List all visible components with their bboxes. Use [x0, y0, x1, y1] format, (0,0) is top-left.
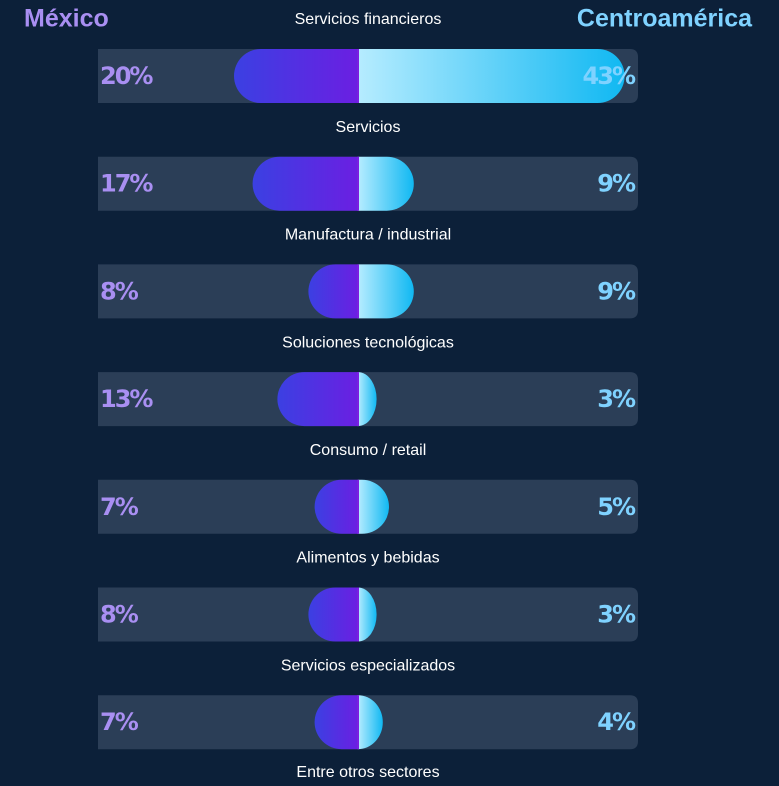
- bar: [358, 372, 377, 427]
- value-label: 8%: [100, 277, 139, 305]
- bar: [314, 479, 358, 534]
- bar: [358, 264, 414, 319]
- value-label: 13%: [100, 385, 153, 413]
- footer: Entre otros sectores: [296, 764, 439, 781]
- value-label: 9%: [597, 170, 636, 198]
- value-label: 7%: [100, 493, 139, 521]
- bar: [308, 587, 358, 642]
- legend-right: Centroamérica: [577, 5, 753, 33]
- value-label: 43%: [583, 62, 636, 90]
- category-label: Consumo / retail: [310, 442, 427, 459]
- category-label: Servicios financieros: [295, 11, 442, 28]
- value-label: 5%: [597, 493, 636, 521]
- bar: [252, 156, 358, 211]
- legend-left: México: [24, 5, 109, 33]
- value-label: 8%: [100, 601, 139, 629]
- bar: [358, 156, 414, 211]
- bar: [358, 49, 625, 103]
- value-label: 3%: [597, 385, 636, 413]
- category-label: Servicios especializados: [281, 657, 455, 674]
- value-label: 20%: [100, 62, 153, 90]
- bar: [358, 479, 389, 534]
- bar: [277, 372, 358, 427]
- category-label: Manufactura / industrial: [285, 227, 451, 244]
- bar: [358, 587, 377, 642]
- category-label: Servicios: [336, 119, 401, 136]
- bar: [308, 264, 358, 319]
- bar: [234, 49, 358, 103]
- value-label: 4%: [597, 708, 636, 736]
- category-label: Soluciones tecnológicas: [282, 334, 454, 351]
- bar: [358, 695, 383, 750]
- value-label: 9%: [597, 277, 636, 305]
- category-label: Alimentos y bebidas: [296, 550, 439, 567]
- value-label: 3%: [597, 601, 636, 629]
- value-label: 7%: [100, 708, 139, 736]
- bar: [314, 695, 358, 750]
- value-label: 17%: [100, 170, 153, 198]
